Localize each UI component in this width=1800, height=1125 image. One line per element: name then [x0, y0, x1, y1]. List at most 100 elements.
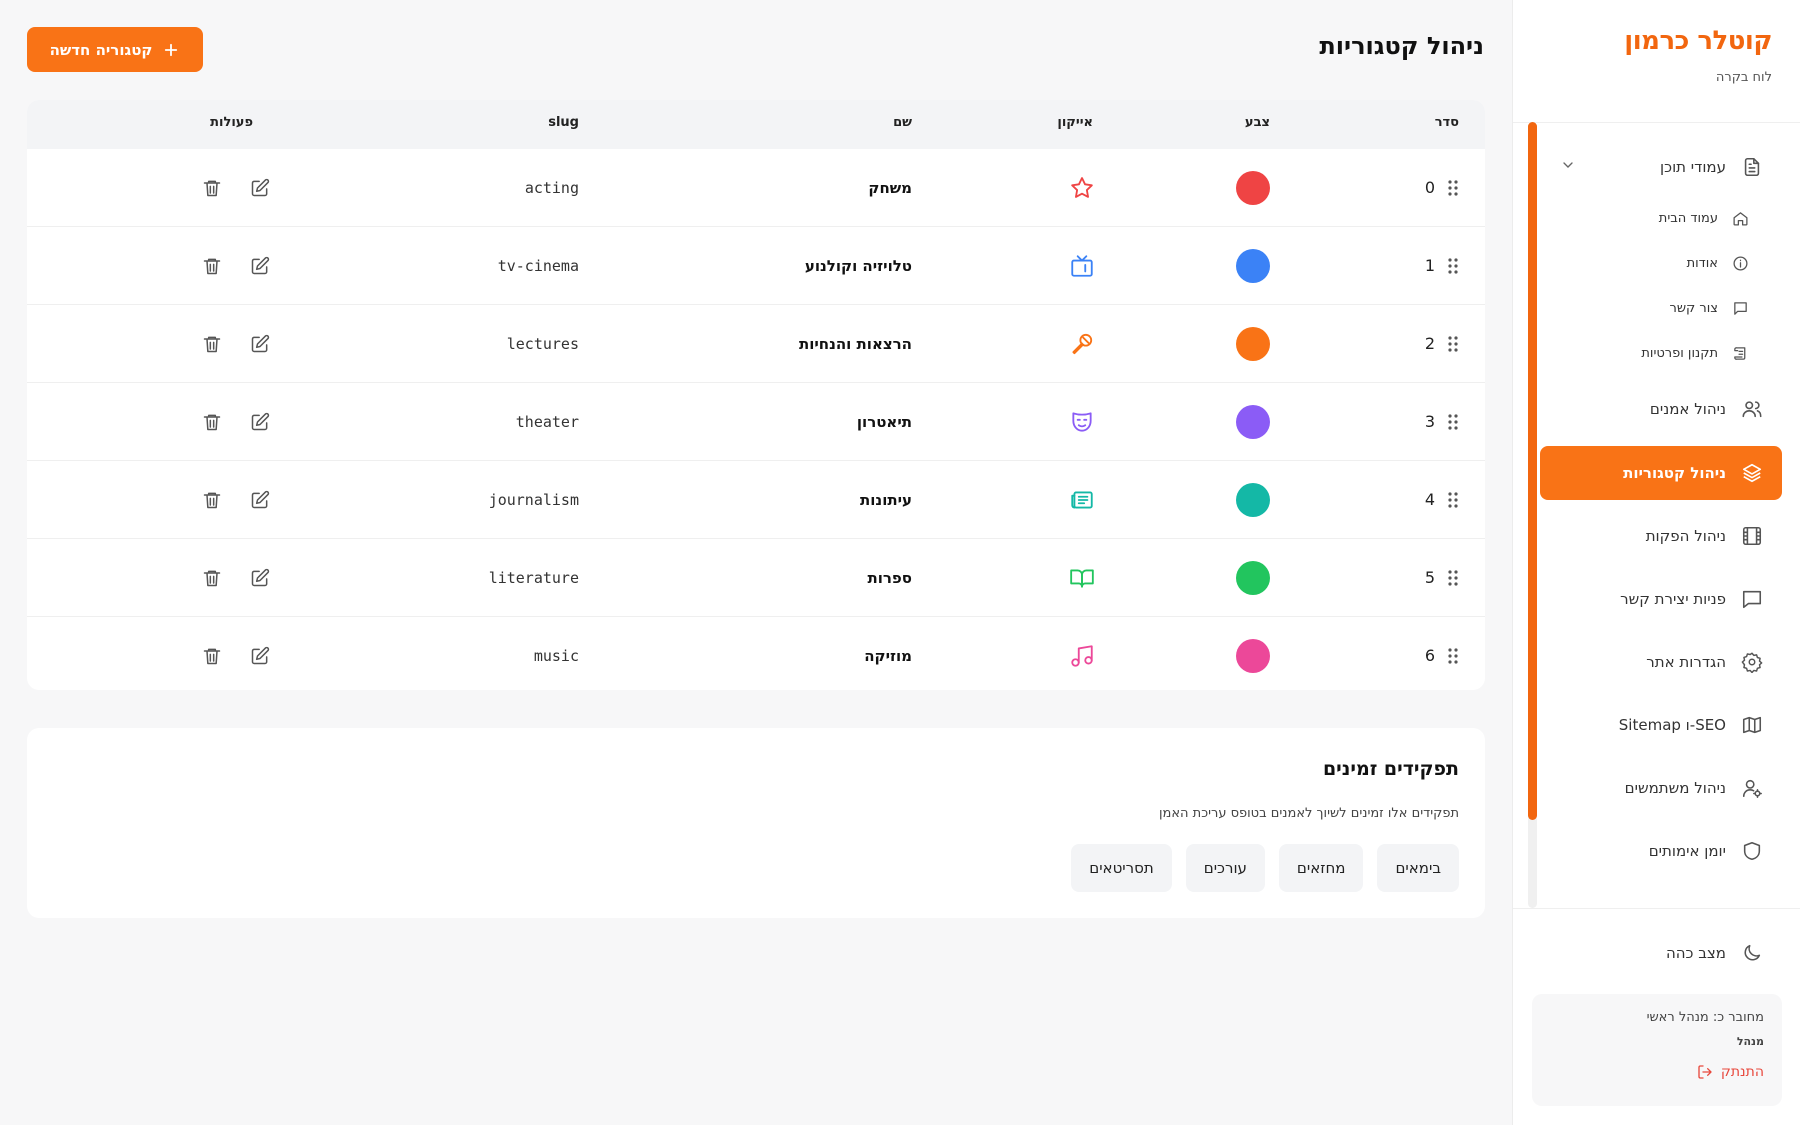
plus-icon — [162, 41, 180, 59]
order-cell: 0 — [1425, 149, 1459, 226]
category-slug: literature — [488, 568, 579, 587]
sidebar-item-seo[interactable]: SEO-ו Sitemap — [1540, 698, 1782, 752]
page-title: ניהול קטגוריות — [1319, 32, 1484, 60]
drag-handle-icon[interactable] — [1447, 413, 1459, 431]
new-category-button[interactable]: קטגוריה חדשה — [27, 27, 203, 72]
header-slug[interactable]: slug — [548, 115, 579, 130]
drag-handle-icon[interactable] — [1447, 569, 1459, 587]
logout-label: התנתק — [1720, 1064, 1764, 1080]
category-slug: theater — [515, 412, 579, 431]
sidebar-subitem-contact[interactable]: צור קשר — [1570, 293, 1750, 323]
sidebar-subitem-about[interactable]: אודות — [1570, 248, 1750, 278]
sidebar-item-label: ניהול קטגוריות — [1623, 464, 1726, 482]
sidebar-item-contact-requests[interactable]: פניות יצירת קשר — [1540, 572, 1782, 626]
delete-icon[interactable] — [202, 646, 222, 666]
header-order[interactable]: סדר — [1434, 115, 1459, 130]
film-icon — [1740, 524, 1764, 548]
color-cell — [1236, 149, 1270, 226]
sidebar-subitem-home[interactable]: עמוד הבית — [1570, 203, 1750, 233]
new-category-label: קטגוריה חדשה — [49, 40, 153, 59]
edit-icon[interactable] — [250, 646, 270, 666]
mic-icon — [1069, 305, 1095, 382]
color-swatch — [1236, 326, 1270, 361]
sidebar-item-content-pages[interactable]: עמודי תוכן — [1540, 140, 1782, 194]
delete-icon[interactable] — [202, 256, 222, 276]
edit-icon[interactable] — [250, 412, 270, 432]
role-chip[interactable]: תסריטאים — [1071, 844, 1172, 892]
sidebar-item-label: ניהול הפקות — [1645, 527, 1726, 545]
role-chip[interactable]: בימאים — [1377, 844, 1459, 892]
edit-icon[interactable] — [250, 178, 270, 198]
category-slug: tv-cinema — [497, 256, 579, 275]
table-row: 1 טלויזיה וקולנוע tv-cinema — [27, 227, 1485, 305]
category-name: טלויזיה וקולנוע — [804, 256, 912, 275]
shield-icon — [1740, 839, 1764, 863]
layers-icon — [1740, 461, 1764, 485]
sidebar-subitem-terms[interactable]: תקנון ופרטיות — [1570, 338, 1750, 368]
sidebar-scrollbar[interactable] — [1528, 122, 1537, 908]
brand-name[interactable]: קוטלר כרמון — [1624, 26, 1772, 56]
users-icon — [1740, 397, 1764, 421]
edit-icon[interactable] — [250, 490, 270, 510]
role-chip[interactable]: מחזאים — [1278, 844, 1364, 892]
sidebar-subitem-label: אודות — [1686, 255, 1718, 271]
order-cell: 2 — [1425, 305, 1459, 382]
drag-handle-icon[interactable] — [1447, 647, 1459, 665]
color-cell — [1236, 461, 1270, 538]
header-icon[interactable]: אייקון — [1057, 115, 1093, 130]
tv-icon — [1069, 227, 1095, 304]
order-cell: 6 — [1425, 617, 1459, 690]
order-value: 4 — [1424, 490, 1435, 509]
sidebar-subitem-label: עמוד הבית — [1658, 210, 1718, 226]
drag-handle-icon[interactable] — [1447, 179, 1459, 197]
edit-icon[interactable] — [250, 256, 270, 276]
order-value: 0 — [1424, 178, 1435, 197]
table-row: 6 מוזיקה music — [27, 617, 1485, 690]
roles-description: תפקידים אלו זמינים לשיוך לאמנים בטופס ער… — [1158, 806, 1459, 821]
sidebar-item-artists[interactable]: ניהול אמנים — [1540, 382, 1782, 436]
delete-icon[interactable] — [202, 568, 222, 588]
category-name: עיתונות — [860, 490, 912, 509]
sidebar-scrollbar-thumb[interactable] — [1528, 122, 1537, 820]
sidebar-item-label: ניהול אמנים — [1649, 400, 1726, 418]
order-value: 5 — [1424, 568, 1435, 587]
sidebar-item-productions[interactable]: ניהול הפקות — [1540, 509, 1782, 563]
color-swatch — [1236, 638, 1270, 673]
message-square-icon — [1740, 587, 1764, 611]
table-row: 0 משחק acting — [27, 149, 1485, 227]
delete-icon[interactable] — [202, 412, 222, 432]
categories-table: סדר צבע אייקון שם slug פעולות 0 משחק act… — [27, 100, 1485, 690]
header-actions[interactable]: פעולות — [210, 115, 253, 130]
delete-icon[interactable] — [202, 334, 222, 354]
color-cell — [1236, 383, 1270, 460]
sidebar-item-site-settings[interactable]: הגדרות אתר — [1540, 635, 1782, 689]
edit-icon[interactable] — [250, 568, 270, 588]
dark-mode-toggle[interactable]: מצב כהה — [1540, 926, 1782, 980]
color-swatch — [1236, 248, 1270, 283]
drag-handle-icon[interactable] — [1447, 335, 1459, 353]
header-name[interactable]: שם — [893, 115, 912, 130]
role-chip[interactable]: עורכים — [1185, 844, 1265, 892]
row-actions — [202, 383, 270, 460]
chevron-down-icon[interactable] — [1560, 157, 1576, 173]
color-swatch — [1236, 404, 1270, 439]
color-swatch — [1236, 560, 1270, 595]
drag-handle-icon[interactable] — [1447, 491, 1459, 509]
header-color[interactable]: צבע — [1244, 115, 1270, 130]
delete-icon[interactable] — [202, 178, 222, 198]
edit-icon[interactable] — [250, 334, 270, 354]
delete-icon[interactable] — [202, 490, 222, 510]
file-text-icon — [1740, 155, 1764, 179]
color-cell — [1236, 539, 1270, 616]
order-cell: 3 — [1425, 383, 1459, 460]
sidebar-item-categories[interactable]: ניהול קטגוריות — [1540, 446, 1782, 500]
sidebar: קוטלר כרמון לוח בקרה עמודי תוכן עמוד הבי… — [1512, 0, 1800, 1125]
sidebar-item-users[interactable]: ניהול משתמשים — [1540, 761, 1782, 815]
category-slug: journalism — [488, 490, 579, 509]
sidebar-item-audit-log[interactable]: יומן אימותים — [1540, 824, 1782, 878]
logout-button[interactable]: התנתק — [1550, 1064, 1764, 1080]
row-actions — [202, 227, 270, 304]
sidebar-item-label: ניהול משתמשים — [1624, 779, 1726, 797]
star-icon — [1069, 149, 1095, 226]
drag-handle-icon[interactable] — [1447, 257, 1459, 275]
